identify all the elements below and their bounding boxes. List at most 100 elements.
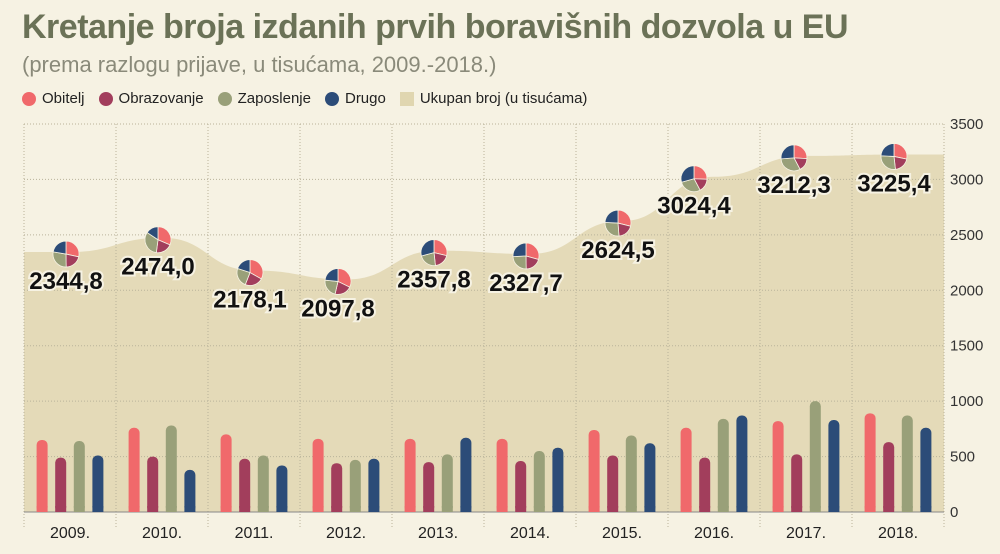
- x-tick-label: 2010.: [142, 525, 182, 542]
- total-area: [24, 154, 944, 512]
- chart-title: Kretanje broja izdanih prvih boravišnih …: [22, 8, 849, 46]
- bar-base-obitelj: [496, 506, 508, 512]
- bar-base-obrazovanje: [239, 506, 251, 512]
- total-value-label: 2178,1: [213, 287, 286, 314]
- total-value-label: 2474,0: [121, 254, 194, 281]
- pie-slice-drugo: [512, 242, 527, 258]
- bar-base-obitelj: [128, 506, 140, 512]
- y-tick-label: 1000: [950, 393, 983, 410]
- total-value-label: 3212,3: [757, 172, 830, 199]
- bar-drugo: [920, 427, 932, 512]
- bar-zaposlenje: [257, 455, 269, 512]
- bar-zaposlenje: [73, 441, 85, 512]
- bar-base-obrazovanje: [607, 506, 619, 512]
- bar-base-obrazovanje: [147, 506, 159, 512]
- total-value-label: 2357,8: [397, 267, 470, 294]
- bar-base-drugo: [920, 506, 932, 512]
- bar-obitelj: [680, 427, 692, 512]
- pie-slice-drugo: [780, 144, 795, 160]
- y-tick-label: 1500: [950, 338, 983, 355]
- pie-slice-drugo: [237, 259, 251, 274]
- pie-slice-drugo: [680, 165, 695, 183]
- bar-base-drugo: [368, 506, 380, 512]
- bar-zaposlenje: [349, 459, 361, 512]
- bar-drugo: [276, 465, 288, 512]
- bar-base-drugo: [828, 506, 840, 512]
- pie-slice-drugo: [146, 226, 159, 241]
- bar-drugo: [644, 443, 656, 512]
- bar-base-drugo: [184, 506, 196, 512]
- bar-base-obitelj: [220, 506, 232, 512]
- total-value-label: 2097,8: [301, 295, 374, 322]
- bar-obitelj: [864, 413, 876, 512]
- bar-base-zaposlenje: [73, 506, 85, 512]
- y-tick-label: 500: [950, 449, 975, 466]
- bar-drugo: [368, 458, 380, 512]
- bar-drugo: [736, 415, 748, 512]
- bar-obrazovanje: [515, 461, 527, 512]
- bar-drugo: [552, 447, 564, 512]
- pie-slice-obitelj: [157, 226, 172, 246]
- bar-zaposlenje: [809, 401, 821, 512]
- pie-slice-obitelj: [793, 144, 808, 160]
- bar-base-zaposlenje: [717, 506, 729, 512]
- bar-base-zaposlenje: [809, 506, 821, 512]
- bar-base-drugo: [736, 506, 748, 512]
- legend-label-drugo: Drugo: [344, 90, 386, 107]
- pie-slice-drugo: [324, 268, 339, 282]
- pie-slice-zaposlenje: [144, 232, 159, 254]
- legend-swatch-obrazovanje: [98, 91, 113, 106]
- x-tick-label: 2015.: [602, 525, 642, 542]
- bar-obitelj: [36, 439, 48, 512]
- legend-label-obrazovanje: Obrazovanje: [118, 90, 204, 107]
- bar-obitelj: [496, 438, 508, 512]
- bar-base-drugo: [276, 506, 288, 512]
- bar-base-obrazovanje: [55, 506, 67, 512]
- y-tick-label: 3000: [950, 171, 983, 188]
- total-value-label: 2327,7: [489, 270, 562, 297]
- x-tick-label: 2011.: [235, 525, 274, 542]
- y-tick-label: 2000: [950, 282, 983, 299]
- total-value-label: 3225,4: [857, 170, 931, 197]
- legend-label-zaposlenje: Zaposlenje: [237, 90, 311, 107]
- legend-item-obrazovanje: Obrazovanje: [98, 90, 204, 107]
- bar-base-obitelj: [772, 506, 784, 512]
- bar-base-obrazovanje: [699, 506, 711, 512]
- bar-base-zaposlenje: [533, 506, 545, 512]
- bar-base-drugo: [644, 506, 656, 512]
- bar-zaposlenje: [441, 454, 453, 512]
- legend: Obitelj Obrazovanje Zaposlenje Drugo Uku…: [22, 90, 587, 107]
- pie-slice-obitelj: [693, 165, 708, 180]
- bar-obrazovanje: [699, 457, 711, 512]
- bar-obrazovanje: [239, 458, 251, 512]
- pie-slice-obitelj: [337, 268, 352, 288]
- bar-obitelj: [220, 434, 232, 512]
- bar-obitelj: [128, 427, 140, 512]
- pie-slice-drugo: [604, 209, 619, 224]
- chart-subtitle: (prema razlogu prijave, u tisućama, 2009…: [22, 52, 497, 77]
- x-tick-label: 2009.: [50, 525, 90, 542]
- bar-zaposlenje: [901, 415, 913, 512]
- bar-base-obrazovanje: [515, 506, 527, 512]
- pie-slice-drugo: [52, 240, 67, 255]
- bar-zaposlenje: [533, 451, 545, 512]
- legend-swatch-ukupno: [399, 91, 414, 106]
- bar-obrazovanje: [147, 456, 159, 512]
- pie-slice-zaposlenje: [780, 157, 801, 172]
- total-value-label: 2624,5: [581, 237, 654, 264]
- bar-base-obitelj: [588, 506, 600, 512]
- y-tick-label: 3500: [950, 116, 983, 133]
- bar-obrazovanje: [423, 462, 435, 512]
- x-tick-label: 2016.: [694, 525, 734, 542]
- legend-item-ukupno: Ukupan broj (u tisućama): [399, 90, 587, 107]
- bar-base-zaposlenje: [257, 506, 269, 512]
- bar-base-zaposlenje: [441, 506, 453, 512]
- x-tick-label: 2013.: [418, 525, 458, 542]
- pie-slice-drugo: [420, 239, 435, 257]
- bar-base-zaposlenje: [901, 506, 913, 512]
- bar-obitelj: [312, 438, 324, 512]
- legend-swatch-drugo: [324, 91, 339, 106]
- bar-base-zaposlenje: [625, 506, 637, 512]
- bar-drugo: [460, 437, 472, 512]
